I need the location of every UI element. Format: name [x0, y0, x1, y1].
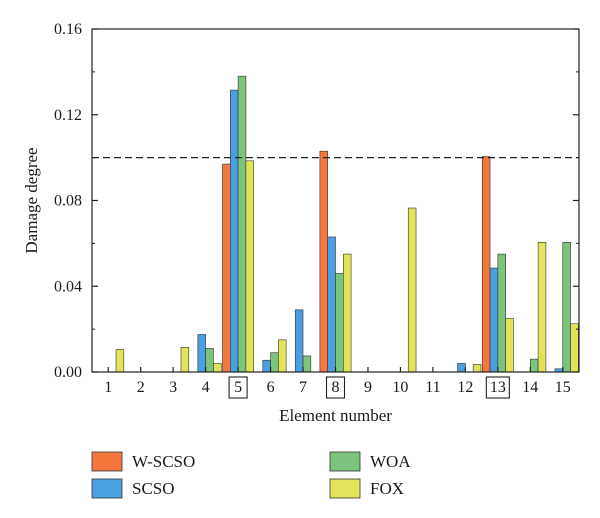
bar-fox-element-15 [570, 323, 579, 373]
x-tick-label: 12 [457, 379, 473, 396]
y-tick-label: 0.16 [54, 21, 82, 38]
x-tick-label: 15 [555, 379, 571, 396]
bar-woa-element-14 [529, 358, 539, 373]
x-axis-title: Element number [279, 406, 392, 425]
bar-fox-element-10 [407, 207, 417, 373]
bar-fox-element-3 [180, 347, 190, 373]
legend-label-woa: WOA [370, 452, 411, 471]
bar-fox-element-1 [115, 349, 125, 373]
y-tick-label: 0.08 [54, 193, 82, 210]
bars-layer [115, 75, 579, 373]
x-tick-label: 14 [522, 379, 538, 396]
bar-fox-element-6 [278, 339, 287, 373]
bar-woa-element-15 [562, 242, 571, 373]
bar-woa-element-7 [302, 355, 312, 373]
bar-fox-element-5 [245, 160, 254, 373]
bar-fox-element-13 [505, 318, 514, 373]
bar-scso-element-5 [230, 89, 239, 373]
bar-w-scso-element-8 [319, 150, 328, 373]
bar-woa-element-4 [205, 348, 214, 373]
bar-fox-element-12 [472, 364, 482, 373]
legend-swatch-woa [329, 451, 361, 472]
legend: W-SCSO SCSO WOA FOX [91, 451, 411, 499]
x-tick-label: 10 [392, 379, 408, 396]
legend-label-w-scso: W-SCSO [132, 452, 195, 471]
bar-scso-element-6 [262, 359, 271, 373]
bar-fox-element-8 [342, 253, 352, 373]
x-tick-label: 6 [267, 379, 275, 396]
bar-woa-element-6 [270, 352, 279, 373]
bar-scso-element-7 [294, 309, 304, 373]
bar-scso-element-12 [457, 363, 466, 373]
bar-scso-element-13 [489, 267, 499, 373]
y-axis: 0.00 0.04 0.08 0.12 0.16 [54, 21, 579, 381]
y-tick-label: 0.00 [54, 364, 82, 381]
y-tick-label: 0.04 [54, 278, 82, 295]
bar-w-scso-element-5 [222, 163, 231, 373]
legend-swatch-scso [91, 478, 123, 499]
x-tick-label: 4 [202, 379, 210, 396]
bar-woa-element-8 [335, 273, 344, 373]
bar-fox-element-4 [213, 363, 222, 373]
x-axis: 1 2 3 4 5 6 7 8 9 10 11 12 13 14 15 [104, 367, 571, 399]
bar-w-scso-element-13 [481, 156, 491, 373]
bar-fox-element-14 [537, 242, 547, 373]
x-tick-label: 13 [490, 379, 506, 396]
x-tick-label: 1 [104, 379, 112, 396]
legend-swatch-w-scso [91, 451, 123, 472]
legend-label-scso: SCSO [132, 479, 175, 498]
x-tick-label: 11 [425, 379, 440, 396]
x-tick-label: 8 [332, 379, 340, 396]
x-tick-highlight-box [325, 376, 346, 399]
x-tick-label: 2 [137, 379, 145, 396]
legend-label-fox: FOX [370, 479, 404, 498]
bar-woa-element-13 [497, 253, 506, 373]
legend-swatch-fox [329, 478, 361, 499]
y-axis-title: Damage degree [22, 147, 41, 253]
x-tick-label: 3 [169, 379, 177, 396]
x-tick-highlight-box [228, 376, 248, 399]
x-tick-label: 7 [299, 379, 307, 396]
bar-scso-element-4 [197, 334, 206, 373]
y-tick-label: 0.12 [54, 107, 82, 124]
bar-woa-element-5 [237, 75, 247, 373]
x-tick-highlight-box [485, 376, 510, 399]
x-tick-label: 9 [364, 379, 372, 396]
x-tick-label: 5 [234, 379, 242, 396]
bar-scso-element-8 [327, 236, 336, 373]
